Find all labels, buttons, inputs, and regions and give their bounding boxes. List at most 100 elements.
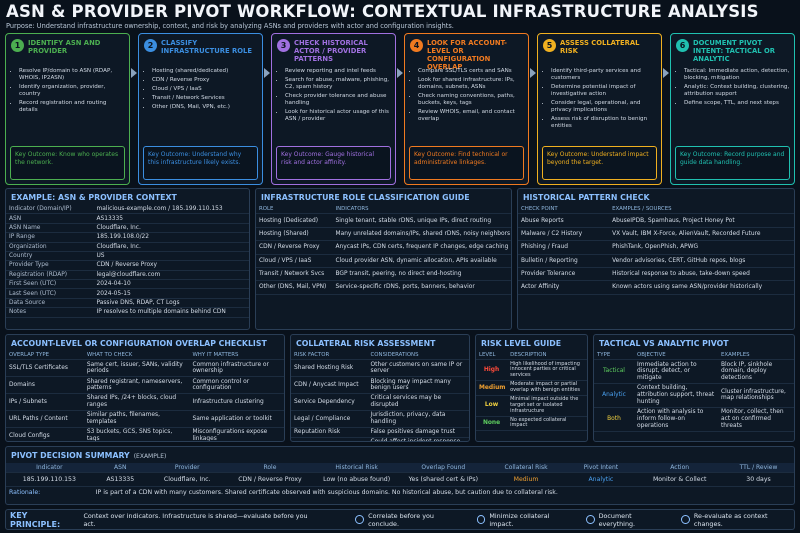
- rationale-label: Rationale:: [9, 488, 41, 496]
- footer-icon: [681, 515, 690, 524]
- column-header: OBJECTIVE: [634, 351, 718, 361]
- step-bullet: Transit / Network Services: [152, 95, 259, 102]
- table: LEVEL DESCRIPTION High High likelihood of i…: [476, 351, 587, 432]
- panel: PIVOT DECISION SUMMARY (EXAMPLE) Indicator…: [5, 446, 795, 505]
- column-header: ROLE: [256, 205, 333, 215]
- column-header: Pivot Intent: [565, 463, 637, 474]
- step-bullet: Search for abuse, malware, phishing, C2,…: [285, 77, 392, 91]
- table: OVERLAP TYPE WHAT TO CHECK WHY IT MATTERS S…: [6, 351, 284, 441]
- row: 185.199.110.153 AS13335 Cloudflare, Inc. CD…: [6, 472, 794, 488]
- cell: Cloud Configs: [6, 427, 84, 441]
- cell: Monitor & Collect: [636, 472, 724, 488]
- pivot-examples: Block IP, sinkhole domain, deploy detect…: [718, 359, 794, 385]
- risk-description: No expected collateral impact: [507, 416, 587, 432]
- step-bullet: Other (DNS, Mail, VPN, etc.): [152, 104, 259, 111]
- footer-item: Re-evaluate as context changes.: [693, 511, 768, 528]
- step-title: CHECK HISTORICAL ACTOR / PROVIDER PATTER…: [294, 39, 368, 64]
- column-header: EXAMPLES: [718, 351, 794, 361]
- cell: CDN / Anycast Impact: [291, 376, 368, 395]
- row: High High likelihood of impacting innocen…: [476, 359, 587, 381]
- header-row: RISK FACTOR CONSIDERATIONS: [291, 351, 469, 361]
- row: URL Paths / Content Similar paths, filena…: [6, 410, 284, 429]
- cell: VX Vault, IBM X-Force, AlienVault, Recor…: [609, 227, 794, 242]
- row: CDN / Anycast Impact Blocking may impact …: [291, 376, 469, 395]
- risk-description: Moderate impact or partial overlap with …: [507, 380, 587, 396]
- step-arrow: [131, 68, 137, 78]
- header-row: Indicator ASN Provider Role Historical Risk O…: [6, 463, 794, 474]
- row: Country US: [6, 251, 249, 262]
- cell: Common control or configuration: [189, 376, 284, 395]
- step-outcome: Key Outcome: Find technical or administr…: [409, 146, 524, 180]
- field: ASN Name: [6, 223, 94, 234]
- cell: Low (no abuse found): [313, 472, 400, 488]
- value: legal@cloudflare.com: [93, 270, 249, 281]
- cell: Vendor advisories, CERT, GitHub repos, b…: [609, 254, 794, 268]
- row: Malware / C2 History VX Vault, IBM X-Forc…: [518, 227, 794, 242]
- cell: Critical services may be disrupted: [367, 393, 469, 412]
- cell: Infrastructure clustering: [189, 393, 284, 412]
- step-bullet: Hosting (shared/dedicated): [152, 68, 259, 75]
- table: TYPE OBJECTIVE EXAMPLES Tactical Immediate a…: [594, 351, 794, 432]
- panel: INFRASTRUCTURE ROLE CLASSIFICATION GUIDE…: [255, 188, 512, 330]
- column-header: OVERLAP TYPE: [6, 351, 84, 361]
- row: ASN AS13335: [6, 213, 249, 224]
- panel-subtitle: (EXAMPLE): [133, 453, 167, 460]
- column-header: CHECK POINT: [518, 205, 610, 215]
- step-bullets: Tactical: Immediate action, detection, b…: [675, 68, 791, 109]
- step-title: ASSESS COLLATERAL RISK: [560, 39, 640, 56]
- step-number: 3: [277, 39, 290, 52]
- cell: Service Dependency: [291, 393, 368, 412]
- row: First Seen (UTC) 2024-04-10: [6, 279, 249, 290]
- step-bullets: Hosting (shared/dedicated) CDN / Reverse …: [143, 68, 259, 113]
- cell: Many unrelated domains/IPs, shared rDNS,…: [332, 227, 511, 242]
- field: Country: [6, 251, 94, 262]
- step-outcome: Key Outcome: Know who operates the netwo…: [10, 146, 125, 180]
- value: 2024-04-10: [93, 279, 249, 290]
- column-header: ASN: [92, 463, 148, 474]
- step-bullet: Define scope, TTL, and next steps: [684, 100, 791, 107]
- cell: Provider Tolerance: [518, 267, 610, 282]
- footer: KEY PRINCIPLE: Context over indicators. I…: [5, 509, 795, 530]
- step-bullet: CDN / Reverse Proxy: [152, 77, 259, 84]
- footer-item: Correlate before you conclude.: [368, 511, 434, 528]
- step-bullets: Compare SSL/TLS certs and SANs Look for s…: [409, 68, 525, 125]
- column-header: Provider: [147, 463, 227, 474]
- column-header: Overlap Found: [399, 463, 487, 474]
- rationale: IP is part of a CDN with many customers.…: [95, 488, 558, 496]
- row: Operational ImpactCould affect incident …: [291, 437, 469, 441]
- cell: AbuseIPDB, Spamhaus, Project Honey Pot: [609, 213, 794, 228]
- value: Cloudflare, Inc.: [93, 223, 249, 234]
- row: Cloud Configs S3 buckets, GCS, SNS topics…: [6, 427, 284, 441]
- step-bullet: Determine potential impact of investigat…: [551, 84, 658, 98]
- row: Organization Cloudflare, Inc.: [6, 242, 249, 252]
- step-bullets: Resolve IP/domain to ASN (RDAP, WHOIS, I…: [10, 68, 126, 116]
- panel-title: RISK LEVEL GUIDE: [481, 339, 562, 348]
- step-bullet: Review WHOIS, email, and contact overlap: [418, 109, 525, 123]
- footer-icon: [355, 515, 365, 524]
- value: AS13335: [93, 213, 249, 224]
- footer-item: Document everything.: [598, 511, 636, 528]
- row: ASN Name Cloudflare, Inc.: [6, 223, 249, 234]
- value: malicious-example.com / 185.199.110.153: [93, 205, 249, 215]
- step-outcome: Key Outcome: Record purpose and guide da…: [675, 146, 790, 180]
- column-header: TYPE: [594, 351, 634, 361]
- cell: Analytic: [565, 472, 637, 488]
- step-bullet: Identify organization, provider, country: [19, 84, 126, 98]
- step-bullet: Check provider tolerance and abuse handl…: [285, 93, 392, 107]
- cell: Shared IPs, /24+ blocks, cloud ranges: [83, 393, 190, 412]
- table: Indicator (Domain/IP) malicious-example.c…: [6, 205, 249, 318]
- row: IP Range 185.199.108.0/22: [6, 232, 249, 243]
- table: CHECK POINT EXAMPLES / SOURCES Abuse Repor…: [518, 205, 794, 295]
- pivot-examples: Cluster infrastructure, map relationship…: [718, 383, 794, 408]
- step-arrow: [397, 68, 403, 78]
- row: IPs / Subnets Shared IPs, /24+ blocks, cl…: [6, 393, 284, 412]
- step-number: 4: [410, 39, 423, 52]
- step-bullet: Look for shared infrastructure: IPs, dom…: [418, 77, 525, 91]
- risk-level: Medium: [476, 380, 508, 396]
- cell: Other (DNS, Mail, VPN): [256, 280, 333, 295]
- field: ASN: [6, 213, 94, 224]
- step-number: 2: [144, 39, 157, 52]
- value: 2024-05-15: [93, 288, 249, 299]
- row: Abuse Reports AbuseIPDB, Spamhaus, Projec…: [518, 213, 794, 228]
